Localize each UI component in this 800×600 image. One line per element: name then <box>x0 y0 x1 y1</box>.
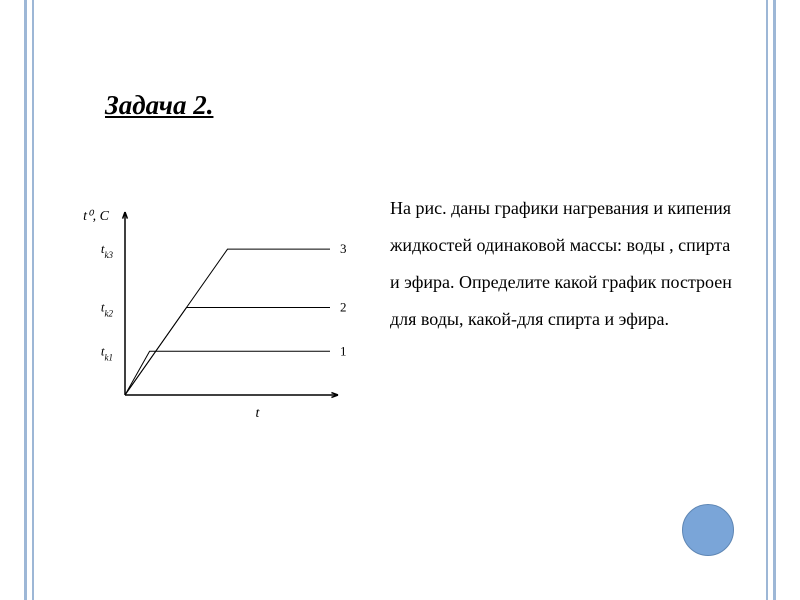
svg-text:tk3: tk3 <box>101 241 114 260</box>
heating-chart-svg: t⁰, C t tk3 tk2 tk1 1 2 3 <box>70 205 360 435</box>
decor-rule-right-inner <box>766 0 768 600</box>
decor-rule-left-inner <box>32 0 34 600</box>
svg-text:3: 3 <box>340 241 347 256</box>
problem-text: На рис. даны графики нагревания и кипени… <box>390 190 740 338</box>
decor-rule-left-outer <box>24 0 27 600</box>
decor-rule-right-outer <box>773 0 776 600</box>
heating-chart: t⁰, C t tk3 tk2 tk1 1 2 3 t t⁰, C <box>70 205 360 435</box>
slide-frame: Задача 2. t⁰, C t tk3 tk2 tk1 1 2 3 t t⁰, C На … <box>0 0 800 600</box>
svg-text:2: 2 <box>340 300 347 315</box>
svg-text:tk2: tk2 <box>101 300 114 319</box>
svg-text:1: 1 <box>340 343 347 358</box>
decor-corner-circle <box>682 504 734 556</box>
svg-text:t: t <box>256 406 261 421</box>
svg-text:tk1: tk1 <box>101 343 113 362</box>
svg-text:t⁰, C: t⁰, C <box>83 209 110 224</box>
problem-title: Задача 2. <box>105 90 213 121</box>
